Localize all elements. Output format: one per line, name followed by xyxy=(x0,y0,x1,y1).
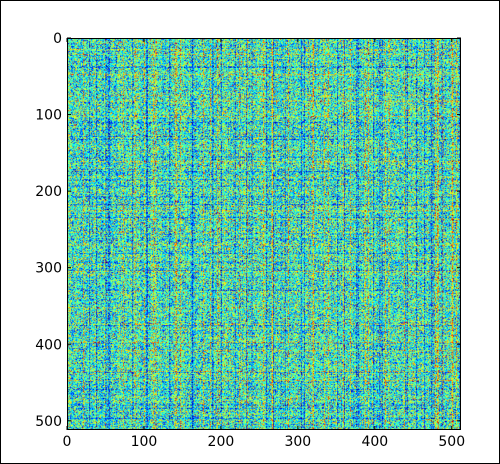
y-axis: 0 100 200 300 400 500 xyxy=(35,31,461,430)
plot-area xyxy=(67,38,461,430)
y-tick-label: 500 xyxy=(35,414,62,430)
x-tick-label: 300 xyxy=(284,434,311,450)
x-tick-label: 400 xyxy=(361,434,388,450)
x-tick-label: 200 xyxy=(208,434,235,450)
x-tick-label: 0 xyxy=(63,434,72,450)
plot-border xyxy=(67,38,461,430)
x-tick-label: 100 xyxy=(131,434,158,450)
heatmap-image xyxy=(67,38,461,430)
x-axis: 0 100 200 300 400 500 xyxy=(63,38,465,450)
y-tick-label: 100 xyxy=(35,108,62,124)
x-tick-label: 500 xyxy=(438,434,465,450)
y-tick-label: 0 xyxy=(53,31,62,47)
y-tick-label: 300 xyxy=(35,261,62,277)
y-tick-label: 400 xyxy=(35,337,62,353)
y-tick-label: 200 xyxy=(35,184,62,200)
